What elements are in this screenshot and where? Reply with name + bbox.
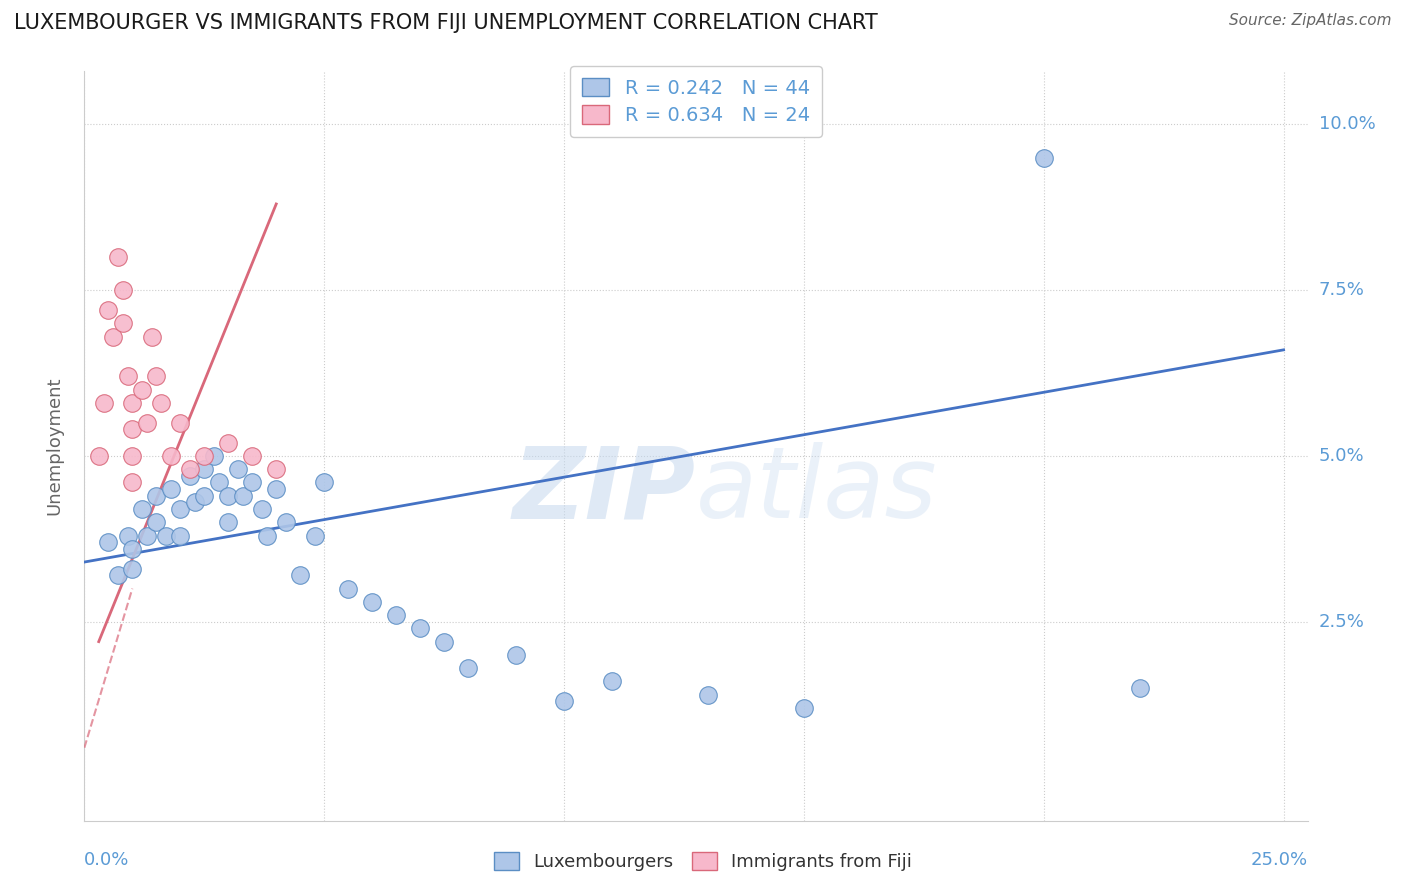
Point [264, 462, 287, 476]
Point [97, 535, 120, 549]
Point [1129, 681, 1152, 695]
Point [107, 250, 129, 264]
Point [145, 369, 167, 384]
Point [240, 475, 263, 490]
Point [121, 541, 143, 556]
Point [121, 422, 143, 436]
Point [101, 329, 124, 343]
Point [111, 283, 134, 297]
Point [697, 688, 720, 702]
Point [131, 383, 153, 397]
Point [264, 482, 287, 496]
Point [217, 515, 239, 529]
Point [226, 462, 249, 476]
Point [193, 489, 215, 503]
Point [505, 648, 527, 662]
Point [256, 528, 278, 542]
Point [121, 449, 143, 463]
Point [179, 462, 201, 476]
Point [117, 528, 139, 542]
Point [433, 634, 456, 648]
Point [107, 568, 129, 582]
Point [141, 329, 163, 343]
Point [159, 449, 181, 463]
Point [553, 694, 575, 708]
Point [169, 502, 191, 516]
Text: 0.0%: 0.0% [84, 851, 129, 869]
Point [304, 528, 326, 542]
Point [179, 468, 201, 483]
Point [232, 489, 254, 503]
Point [117, 369, 139, 384]
Point [145, 489, 167, 503]
Point [193, 462, 215, 476]
Point [793, 701, 815, 715]
Y-axis label: Unemployment: Unemployment [45, 376, 63, 516]
Point [314, 475, 336, 490]
Point [87, 449, 110, 463]
Point [135, 528, 157, 542]
Point [93, 396, 115, 410]
Text: 10.0%: 10.0% [1319, 115, 1375, 134]
Point [250, 502, 273, 516]
Point [121, 475, 143, 490]
Text: atlas: atlas [696, 442, 938, 540]
Text: 2.5%: 2.5% [1319, 613, 1365, 631]
Point [409, 621, 432, 635]
Point [290, 568, 312, 582]
Point [150, 396, 173, 410]
Point [600, 674, 623, 689]
Point [337, 582, 360, 596]
Point [1032, 151, 1054, 165]
Legend: R = 0.242   N = 44, R = 0.634   N = 24: R = 0.242 N = 44, R = 0.634 N = 24 [571, 66, 821, 137]
Point [159, 482, 181, 496]
Point [361, 595, 384, 609]
Point [193, 449, 215, 463]
Point [217, 435, 239, 450]
Point [97, 303, 120, 318]
Point [135, 416, 157, 430]
Point [111, 316, 134, 330]
Text: 5.0%: 5.0% [1319, 447, 1364, 465]
Point [202, 449, 225, 463]
Text: 7.5%: 7.5% [1319, 281, 1365, 299]
Point [385, 608, 408, 623]
Point [208, 475, 231, 490]
Point [457, 661, 479, 675]
Point [217, 489, 239, 503]
Point [183, 495, 205, 509]
Text: 25.0%: 25.0% [1250, 851, 1308, 869]
Point [155, 528, 177, 542]
Point [145, 515, 167, 529]
Text: ZIP: ZIP [513, 442, 696, 540]
Point [240, 449, 263, 463]
Point [169, 416, 191, 430]
Text: LUXEMBOURGER VS IMMIGRANTS FROM FIJI UNEMPLOYMENT CORRELATION CHART: LUXEMBOURGER VS IMMIGRANTS FROM FIJI UNE… [14, 13, 877, 33]
Point [274, 515, 297, 529]
Point [131, 502, 153, 516]
Point [121, 562, 143, 576]
Point [121, 396, 143, 410]
Point [169, 528, 191, 542]
Legend: Luxembourgers, Immigrants from Fiji: Luxembourgers, Immigrants from Fiji [486, 846, 920, 879]
Text: Source: ZipAtlas.com: Source: ZipAtlas.com [1229, 13, 1392, 29]
